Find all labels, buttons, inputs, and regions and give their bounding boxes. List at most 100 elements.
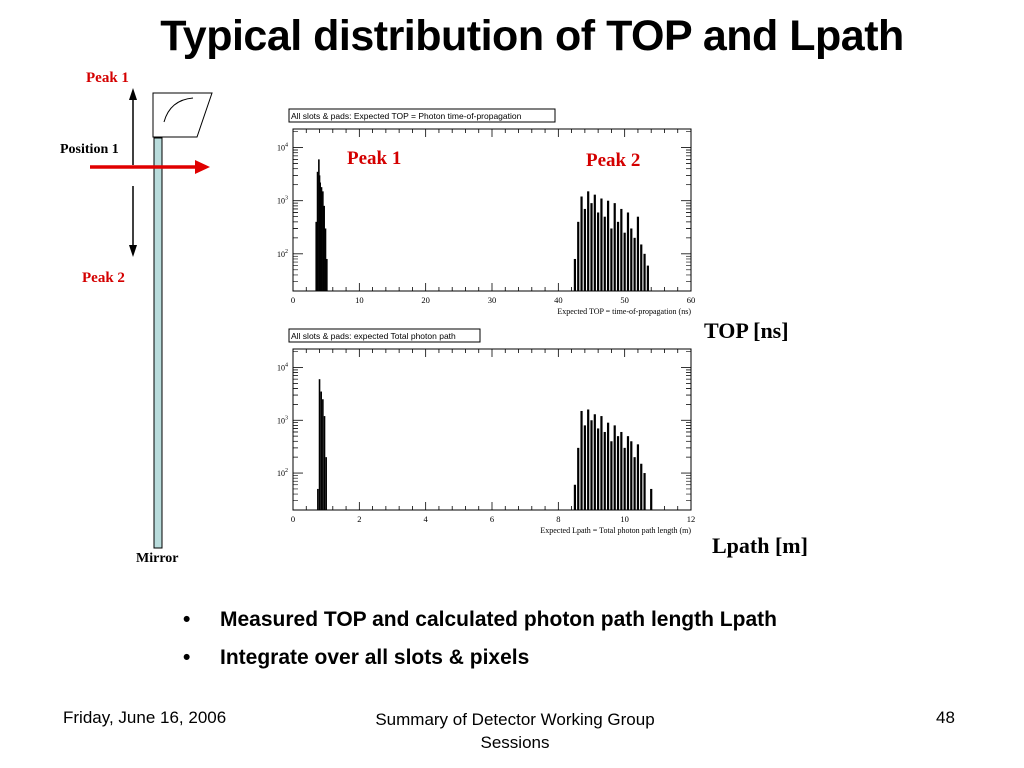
bullet-item: • Measured TOP and calculated photon pat… [183, 606, 843, 634]
peak2-bar [606, 200, 610, 291]
y-tick-label: 102 [277, 468, 288, 478]
y-tick-label: 103 [277, 196, 288, 206]
peak1-bar [323, 416, 326, 510]
top-axis-side-label: TOP [ns] [704, 318, 789, 343]
x-tick-label: 6 [490, 514, 494, 524]
x-tick-label: 2 [357, 514, 361, 524]
peak1-bar [322, 191, 324, 291]
peak2-bar [603, 216, 606, 291]
peak2-bar [580, 410, 583, 510]
peak1-bar [319, 182, 321, 291]
peak2-bar [636, 444, 640, 510]
peak2-bar [640, 463, 643, 510]
peak2-bar [603, 431, 606, 510]
bullet-text: Measured TOP and calculated photon path … [220, 608, 777, 631]
diagram-peak1-label: Peak 1 [86, 70, 129, 86]
y-tick-label: 104 [277, 362, 288, 372]
quartz-bar [153, 137, 163, 549]
peak2-bar [626, 212, 630, 291]
peak2-bar [630, 441, 633, 510]
focusing-block [152, 92, 213, 138]
x-tick-label: 0 [291, 295, 295, 305]
diagram-peak2-label: Peak 2 [82, 270, 125, 286]
peak2-bar [613, 203, 616, 291]
peak2-bar [577, 447, 580, 510]
peak2-bar [650, 488, 653, 510]
plot-title-box [288, 328, 481, 343]
plot-title-box [288, 108, 556, 123]
peak1-bar [320, 391, 322, 510]
peak2-bar [577, 221, 580, 291]
arrow-down-head [129, 245, 137, 257]
bullet-dot: • [183, 646, 191, 669]
peak2-bar [573, 484, 577, 510]
peak2-bar [610, 441, 613, 510]
peak2-bar [590, 420, 593, 510]
x-tick-label: 40 [554, 295, 563, 305]
plot-title: All slots & pads: expected Total photon … [291, 331, 456, 341]
peak2-bar [600, 416, 603, 510]
peak2-bar [583, 208, 586, 291]
y-tick-label: 104 [277, 143, 288, 153]
peak2-bar [593, 414, 596, 510]
peak2-bar [606, 422, 610, 510]
bullet-dot: • [183, 608, 191, 631]
peak2-bar [593, 194, 596, 291]
peak2-bar [643, 253, 646, 291]
peak1-bar [318, 379, 321, 510]
bullet-item: • Integrate over all slots & pixels [183, 644, 843, 672]
bullet-text: Integrate over all slots & pixels [220, 646, 530, 669]
plot1-annotation-peak2: Peak 2 [586, 150, 641, 171]
x-tick-label: 0 [291, 514, 295, 524]
peak1-bar [323, 205, 325, 291]
peak2-bar [620, 208, 623, 291]
x-tick-label: 10 [620, 514, 629, 524]
y-tick-label: 103 [277, 415, 288, 425]
peak2-bar [623, 447, 626, 510]
peak2-bar [643, 473, 646, 510]
x-tick-label: 20 [421, 295, 430, 305]
particle-track-head [195, 160, 210, 174]
peak1-bar [317, 488, 319, 510]
peak2-bar [587, 191, 590, 291]
peak2-bar [616, 221, 620, 291]
peak2-bar [620, 431, 623, 510]
diagram-position-label: Position 1 [60, 142, 119, 157]
peak1-bar [320, 187, 323, 291]
x-tick-label: 4 [424, 514, 429, 524]
peak2-bar [616, 436, 620, 510]
x-axis-label: Expected TOP = time-of-propagation (ns) [557, 307, 691, 316]
peak2-bar [610, 228, 613, 291]
peak2-bar [636, 216, 640, 291]
mirror-curve [163, 97, 194, 123]
peak2-bar [613, 425, 616, 510]
plot1-annotation-peak1: Peak 1 [347, 148, 402, 169]
footer-page-number: 48 [936, 708, 955, 727]
peak2-bar [583, 425, 586, 510]
bullet-list: • Measured TOP and calculated photon pat… [183, 606, 843, 682]
footer-center: Summary of Detector Working Group Sessio… [375, 710, 655, 752]
peak2-bar [587, 409, 590, 510]
peak2-bar [580, 196, 583, 291]
peak2-bar [626, 436, 630, 510]
peak2-bar [640, 244, 643, 291]
peak1-bar [324, 228, 327, 291]
arrow-up-head [129, 88, 137, 100]
slide-title: Typical distribution of TOP and Lpath [160, 12, 904, 60]
x-tick-label: 50 [620, 295, 629, 305]
plot-title: All slots & pads: Expected TOP = Photon … [291, 111, 522, 121]
peak2-bar [590, 203, 593, 291]
y-tick-label: 102 [277, 249, 288, 259]
peak1-bar [316, 171, 319, 291]
detector-diagram [90, 88, 213, 549]
x-tick-label: 12 [687, 514, 696, 524]
peak1-bar [315, 221, 318, 291]
x-tick-label: 30 [488, 295, 497, 305]
x-axis-label: Expected Lpath = Total photon path lengt… [540, 526, 691, 535]
peak2-bar [630, 228, 633, 291]
x-tick-label: 60 [687, 295, 696, 305]
lpath-axis-side-label: Lpath [m] [712, 533, 808, 558]
diagram-mirror-label: Mirror [136, 551, 179, 566]
footer-date: Friday, June 16, 2006 [63, 708, 227, 727]
